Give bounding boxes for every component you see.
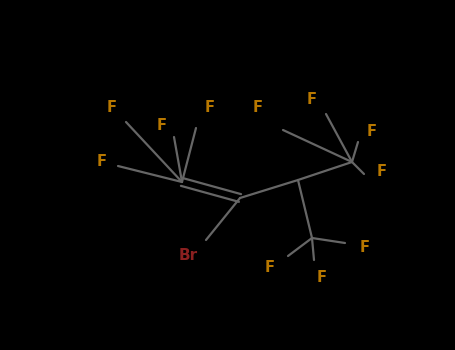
Text: F: F <box>360 240 370 256</box>
Text: F: F <box>317 271 327 286</box>
Text: F: F <box>253 100 263 116</box>
Text: F: F <box>157 118 167 133</box>
Text: F: F <box>377 164 387 180</box>
Text: F: F <box>205 100 215 116</box>
Text: F: F <box>97 154 107 169</box>
Text: F: F <box>307 92 317 107</box>
Text: F: F <box>107 100 117 116</box>
Text: F: F <box>367 125 377 140</box>
Text: F: F <box>265 260 275 275</box>
Text: Br: Br <box>178 247 197 262</box>
